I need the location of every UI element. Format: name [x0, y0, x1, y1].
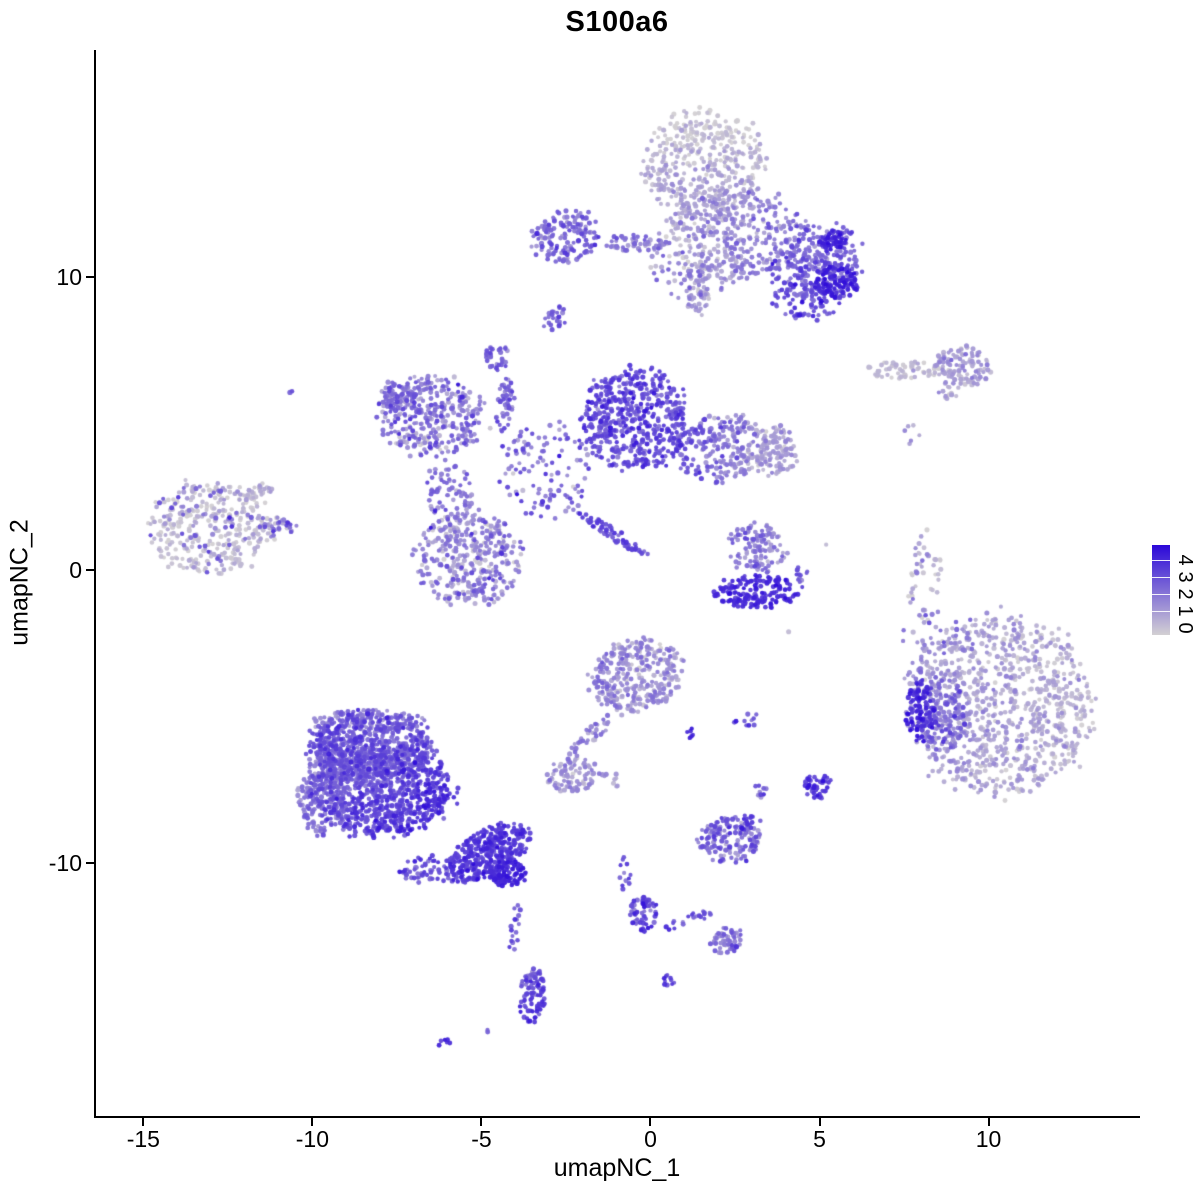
x-tick-label: 10	[975, 1126, 1002, 1152]
x-tick-label: -10	[295, 1126, 329, 1152]
legend-tick-label: 4	[1174, 554, 1196, 566]
x-tick-label: -15	[126, 1126, 160, 1152]
y-tick-label: -10	[48, 849, 82, 876]
x-axis-title: umapNC_1	[553, 1154, 681, 1182]
legend-tick-line	[1152, 577, 1170, 578]
legend-gradient-bar	[1152, 545, 1170, 635]
y-tick-mark	[86, 569, 94, 572]
x-tick-label: 5	[813, 1126, 826, 1152]
y-tick-mark	[86, 861, 94, 864]
x-tick-mark	[480, 1118, 483, 1126]
y-axis-title: umapNC_2	[5, 518, 34, 646]
x-tick-mark	[142, 1118, 145, 1126]
x-tick-mark	[818, 1118, 821, 1126]
x-tick-mark	[649, 1118, 652, 1126]
x-tick-label: 0	[644, 1126, 657, 1152]
y-axis-line	[94, 50, 96, 1118]
legend-tick-line	[1152, 594, 1170, 595]
x-axis-line	[94, 1116, 1140, 1118]
y-tick-label: 0	[69, 557, 82, 584]
legend-tick-line	[1152, 611, 1170, 612]
x-tick-mark	[311, 1118, 314, 1126]
legend-tick-line	[1152, 560, 1170, 561]
x-tick-mark	[987, 1118, 990, 1126]
y-tick-label: 10	[56, 264, 82, 291]
x-tick-label: -5	[471, 1126, 492, 1152]
y-tick-mark	[86, 276, 94, 279]
